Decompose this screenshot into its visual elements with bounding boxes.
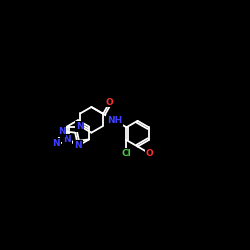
Text: Cl: Cl <box>122 149 131 158</box>
Text: N: N <box>74 141 82 150</box>
Text: N: N <box>76 122 84 131</box>
Text: N: N <box>58 127 66 136</box>
Text: NH: NH <box>107 116 122 125</box>
Text: N: N <box>52 139 60 148</box>
Text: O: O <box>106 98 114 106</box>
Text: O: O <box>146 149 153 158</box>
Text: N: N <box>63 135 71 144</box>
